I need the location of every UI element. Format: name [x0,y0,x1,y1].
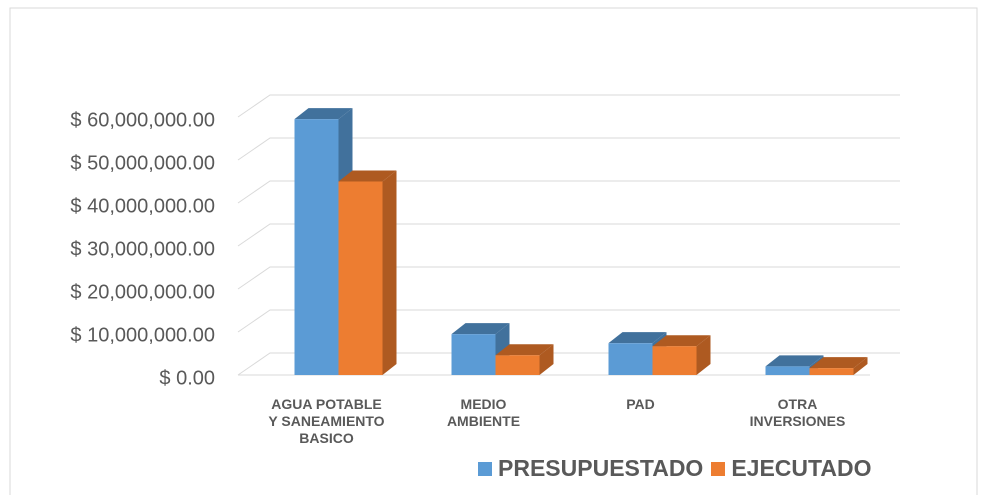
frame [9,7,978,495]
bar [608,343,653,375]
x-tick-label: OTRA INVERSIONES [749,396,846,429]
bar-side [696,335,711,375]
grid-line [237,309,900,333]
x-tick-label: MEDIO AMBIENTE [446,396,521,429]
y-tick-label: $ 10,000,000.00 [70,324,215,346]
x-tick-label: PAD [626,396,655,412]
legend-label: EJECUTADO [731,455,872,481]
bar-side [382,170,397,375]
bar-side [539,344,554,375]
bar [294,119,339,376]
y-tick-label: $ 0.00 [159,367,215,389]
bar-top [809,357,868,369]
y-tick-label: $ 40,000,000.00 [70,195,215,217]
x-tick-label: AGUA POTABLE Y SANEAMIENTO BASICO [268,396,385,446]
bar-top [765,355,824,367]
grid-line [237,94,900,118]
y-tick-label: $ 50,000,000.00 [70,152,215,174]
legend-label: PRESUPUESTADO [498,455,704,481]
grid-line [237,266,900,290]
legend-swatch [711,461,726,476]
legend-swatch [478,461,492,476]
grid-line [237,223,900,247]
bar [809,368,854,375]
grid-line [237,180,900,204]
bar-top [294,108,353,120]
bar-top [451,323,510,335]
grid-line [237,137,900,161]
y-tick-label: $ 60,000,000.00 [70,109,215,131]
bar [495,355,540,375]
legend-item: EJECUTADO [711,455,871,482]
bar-side [853,357,868,375]
bar-top [495,344,554,356]
legend: PRESUPUESTADO EJECUTADO [478,455,879,482]
bar [338,181,383,375]
bar [765,366,810,375]
legend-item: PRESUPUESTADO [478,455,703,482]
bar-top [652,335,711,347]
bar-top [608,332,667,344]
bar-top [338,170,397,182]
y-tick-label: $ 20,000,000.00 [70,281,215,303]
bar [451,334,496,375]
bar [652,346,697,375]
y-tick-label: $ 30,000,000.00 [70,238,215,260]
